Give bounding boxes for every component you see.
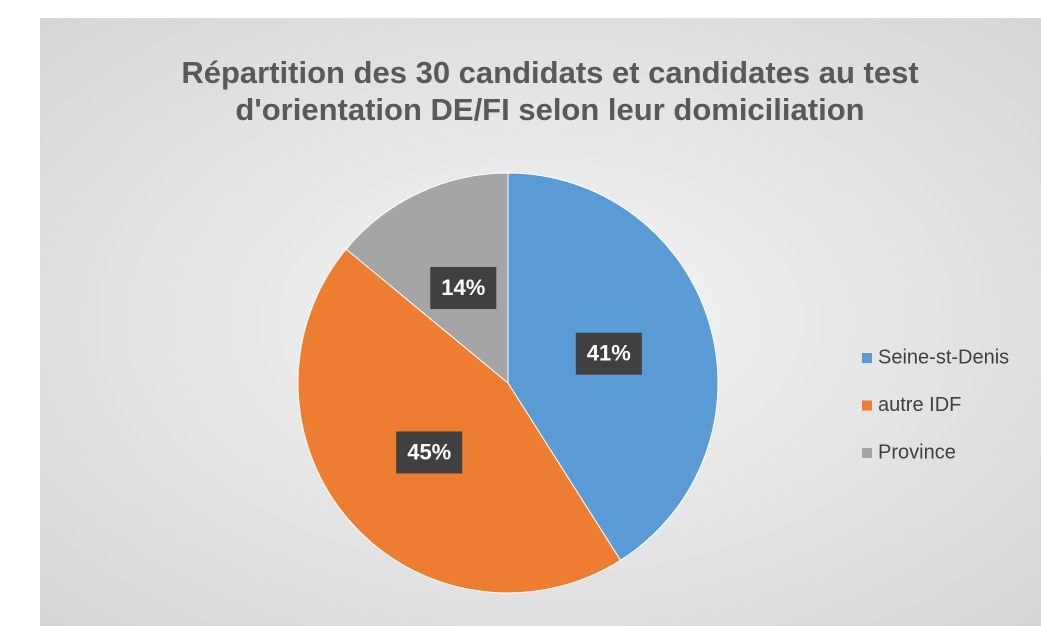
data-label-box: [396, 431, 463, 474]
legend-swatch: [862, 448, 872, 458]
legend-swatch: [862, 400, 872, 411]
chart-subtitle: d'orientation DE/FI selon leur domicilia…: [235, 92, 864, 127]
legend-label: Province: [878, 441, 956, 463]
legend-swatch: [862, 353, 872, 363]
pie-slice: [297, 248, 622, 594]
data-label: 45%: [407, 439, 451, 464]
data-label-box: [575, 332, 642, 375]
legend-label: autre IDF: [878, 394, 961, 416]
data-label-box: [430, 266, 497, 309]
data-label: 41%: [587, 341, 631, 366]
chart-title: Répartition des 30 candidats et candidat…: [181, 55, 918, 90]
legend-label: Seine-st-Denis: [878, 346, 1009, 368]
data-label: 14%: [441, 275, 485, 300]
pie-slice: [345, 172, 509, 385]
